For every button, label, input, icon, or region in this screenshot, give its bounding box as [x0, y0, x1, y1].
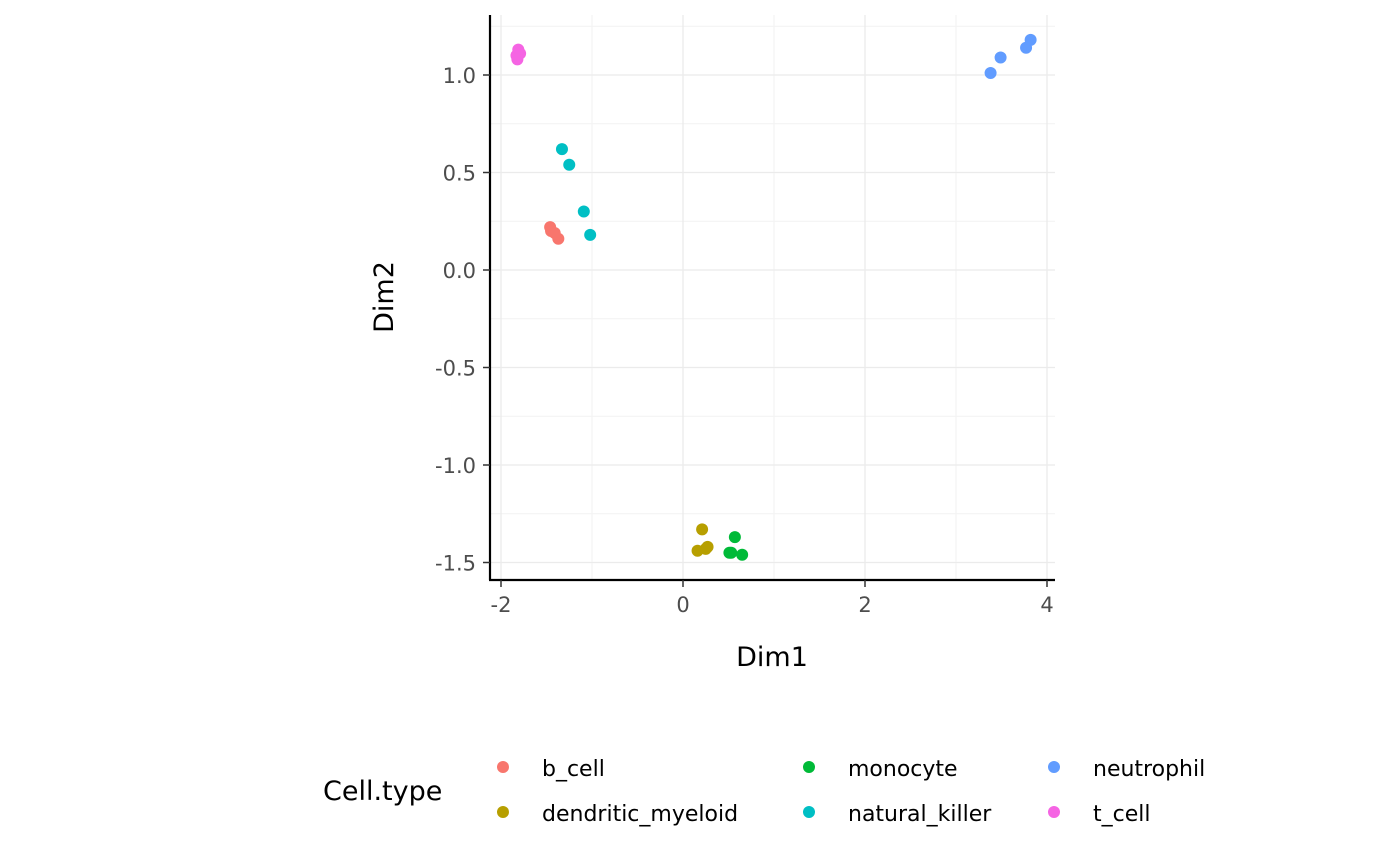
- legend-label: t_cell: [1093, 802, 1150, 827]
- data-points: [510, 33, 1037, 561]
- legend-label: b_cell: [542, 757, 605, 782]
- data-point-dendritic-myeloid: [696, 523, 709, 536]
- data-point-natural-killer: [577, 205, 590, 218]
- y-tick-label: -0.5: [435, 357, 476, 381]
- data-point-monocyte: [725, 546, 738, 559]
- data-point-b-cell: [552, 232, 565, 245]
- data-point-t-cell: [511, 53, 524, 66]
- legend: Cell.type b_cell dendritic_myeloid monocyt…: [323, 757, 1205, 827]
- axes: [488, 15, 1055, 582]
- legend-title: Cell.type: [323, 776, 442, 807]
- data-point-neutrophil: [1024, 33, 1037, 46]
- legend-key-b-cell: [497, 761, 509, 773]
- grid-lines: [490, 15, 1055, 580]
- data-point-natural-killer: [555, 143, 568, 156]
- legend-key-monocyte: [803, 761, 815, 773]
- data-point-natural-killer: [584, 228, 597, 241]
- x-tick-label: 0: [676, 593, 689, 617]
- y-tick-label: 1.0: [443, 64, 476, 88]
- x-axis-ticks: -2 0 2 4: [491, 580, 1054, 617]
- x-tick-label: 2: [858, 593, 871, 617]
- data-point-neutrophil: [994, 51, 1007, 64]
- data-point-monocyte: [728, 531, 741, 544]
- legend-label: natural_killer: [848, 802, 992, 827]
- legend-key-dendritic-myeloid: [497, 806, 509, 818]
- legend-label: neutrophil: [1093, 757, 1205, 782]
- legend-key-neutrophil: [1048, 761, 1060, 773]
- legend-key-t-cell: [1048, 806, 1060, 818]
- legend-label: dendritic_myeloid: [542, 802, 738, 827]
- legend-label: monocyte: [848, 757, 958, 782]
- data-point-dendritic-myeloid: [701, 540, 714, 553]
- y-axis-ticks: -1.5 -1.0 -0.5 0.0 0.5 1.0: [435, 64, 490, 576]
- x-axis-title: Dim1: [736, 642, 808, 673]
- x-tick-label: -2: [491, 593, 512, 617]
- legend-key-natural-killer: [803, 806, 815, 818]
- x-tick-label: 4: [1040, 593, 1053, 617]
- data-point-natural-killer: [563, 158, 576, 171]
- data-point-neutrophil: [984, 67, 997, 80]
- y-tick-label: -1.0: [435, 454, 476, 478]
- y-tick-label: 0.5: [443, 162, 476, 186]
- y-axis-title: Dim2: [369, 261, 400, 333]
- y-tick-label: -1.5: [435, 552, 476, 576]
- data-point-monocyte: [736, 548, 749, 561]
- y-tick-label: 0.0: [443, 259, 476, 283]
